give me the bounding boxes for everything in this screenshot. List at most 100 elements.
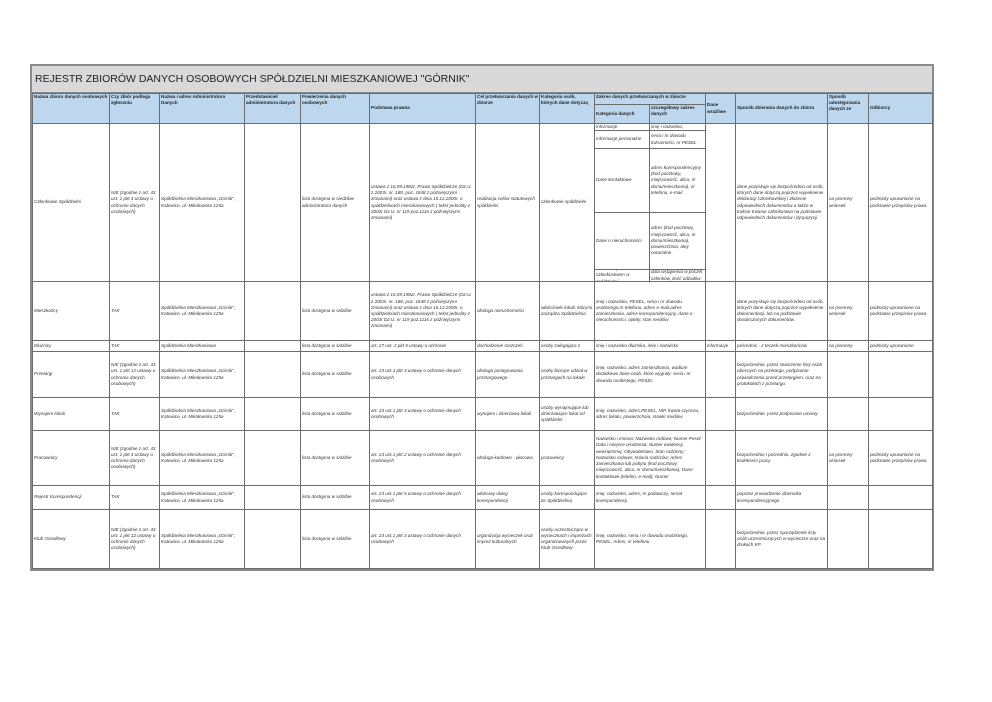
- table-row: Mieszkańcy TAK Spółdzielnia Mieszkaniowa „…: [32, 281, 933, 341]
- cell-administrator: Spółdzielnia Mieszkaniowa „Górnik”, Kato…: [159, 123, 245, 282]
- cell-value: Klub Osiedlowy: [34, 535, 66, 541]
- header-odbiorcy: Odbiorcy: [868, 93, 933, 124]
- cell-value: obsługa postępowania przetargowego: [477, 368, 523, 380]
- cell-value: podmioty uprawnione na podstawie przepis…: [870, 451, 927, 463]
- cell-value: Spółdzielnia Mieszkaniowa „Górnik”, Kato…: [161, 368, 236, 380]
- cell-text: [829, 353, 867, 397]
- cell-text: [246, 353, 299, 397]
- cell-text: Wynajem lokali: [34, 399, 108, 430]
- cell-sposob-zbierania: pośrednio - z teczek mieszkańców: [735, 340, 828, 352]
- cell-text: podmioty uprawnione na podstawie przepis…: [870, 283, 931, 340]
- cell-value: lista dostępna w sidzibie: [302, 454, 352, 460]
- cell-wrazliwe: [705, 485, 736, 510]
- cell-powierzenie: lista dostępna w sidzibie: [300, 351, 370, 398]
- cell-text: NIE (zgodnie z art. 43 ust. 1 pkt 12 ust…: [111, 511, 158, 568]
- cell-text: [829, 511, 867, 568]
- cell-text: Spółdzielnia Mieszkaniowa „Górnik”, Kato…: [161, 399, 243, 430]
- cell-przedstawiciel: [244, 430, 301, 486]
- cell-value: art. 23 ust.1 pkt 3 ustawy o ochronie da…: [371, 368, 461, 380]
- cell-sposob-zbierania: poprzez prowadzenie dziennika koresponde…: [735, 485, 828, 510]
- cell-value: TAK: [111, 410, 120, 416]
- header-szczegolowy-zakres: szczegółowy zakres danych: [649, 104, 706, 124]
- cell-odbiorcy: [868, 485, 933, 510]
- cell-text: osoby wynajmujące lub dzierżawiące lokal…: [541, 399, 593, 430]
- cell-text: [829, 487, 867, 509]
- cell-value: właściwy obieg korespondencji: [477, 491, 508, 503]
- cell-text: [246, 125, 299, 281]
- cell-value: osoby korespondujące ze Spółdzielnią: [541, 491, 587, 503]
- cell-value: informacje: [707, 342, 729, 348]
- cell-kategoria-danych: Informacje personalne: [594, 130, 650, 149]
- cell-text: Dłużnicy: [34, 342, 108, 351]
- cell-przedstawiciel: [244, 123, 301, 282]
- cell-przedstawiciel: [244, 485, 301, 510]
- cell-value: wynajem i dzierżawa lokali: [477, 410, 532, 416]
- cell-text: wynajem i dzierżawa lokali: [477, 399, 538, 430]
- cell-zgloszenie: TAK: [109, 281, 160, 341]
- cell-text: imię i nazwisko, PESEL, seria i nr dowod…: [596, 283, 704, 340]
- cell-kategoria-osob: osoby biorące udział w przetargach na lo…: [539, 351, 595, 398]
- cell-value: na pisemny wniosek: [829, 304, 853, 316]
- header-kategoria-danych: Kategoria danych: [594, 104, 650, 124]
- cell-kategoria-danych: Dane kontaktowe: [594, 148, 650, 213]
- cell-przedstawiciel: [244, 509, 301, 569]
- cell-text: Spółdzielnia Mieszkaniowa: [161, 342, 243, 351]
- cell-value: poprzez prowadzenie dziennika koresponde…: [737, 491, 802, 503]
- cell-text: obsługa postępowania przetargowego: [477, 353, 538, 397]
- table-body: Członkowie Spółdzielni NIE (zgodnie z art…: [32, 123, 933, 569]
- cell-text: podmioty uprawnione na podstawie przepis…: [870, 125, 931, 281]
- cell-text: na pisemny wniosek: [829, 125, 867, 281]
- cell-text: bezpośrednie, przez sporządzenie listy o…: [737, 511, 826, 568]
- cell-value: Informacje personalne: [596, 136, 642, 142]
- page-title: REJESTR ZBIORÓW DANYCH OSOBOWYCH SPÓŁDZI…: [32, 66, 932, 93]
- cell-value: osoby wynajmujące lub dzierżawiące lokal…: [541, 404, 589, 423]
- cell-wrazliwe: [705, 123, 736, 282]
- cell-sposob-zbierania: dane pozyskuje się bezpośrednio od osób,…: [735, 281, 828, 341]
- register-sheet: REJESTR ZBIORÓW DANYCH OSOBOWYCH SPÓŁDZI…: [30, 64, 934, 571]
- cell-administrator: Spółdzielnia Mieszkaniowa „Górnik”, Kato…: [159, 430, 245, 486]
- cell-text: imię, nazwisko, adres,PESEL, NIP, kwota …: [596, 399, 704, 430]
- table-subrow: Dane o nieruchomości adres (kod pocztowy,…: [33, 212, 933, 270]
- cell-text: Dane kontaktowe: [596, 150, 648, 212]
- cell-kategoria-osob: właściciele lokali, którymi zarządza Spó…: [539, 281, 595, 341]
- cell-value: Mieszkańcy: [34, 307, 58, 313]
- cell-wrazliwe: [705, 509, 736, 569]
- header-udostepnianie: Sposób udostępniania danych ze: [827, 93, 869, 124]
- cell-value: obsługa kadrowo - płacowa: [477, 454, 533, 460]
- cell-odbiorcy: [868, 509, 933, 569]
- cell-value: Spółdzielnia Mieszkaniowa „Górnik”, Kato…: [161, 491, 236, 503]
- cell-value: Pracownicy: [34, 454, 58, 460]
- cell-text: Spółdzielnia Mieszkaniowa „Górnik”, Kato…: [161, 432, 243, 485]
- cell-value: obsługa nieruchomości: [477, 307, 524, 313]
- cell-value: art. 23 ust.1 pkt 2 ustawy o ochronie da…: [371, 451, 461, 463]
- cell-nazwa: Przetargi: [32, 351, 110, 398]
- cell-podstawa: art. 23 ust.1 pkt 3 ustawy o ochronie da…: [369, 509, 476, 569]
- cell-value: lista dostępna w sidzibie: [302, 342, 352, 348]
- cell-text: Spółdzielnia Mieszkaniowa „Górnik”, Kato…: [161, 353, 243, 397]
- cell-text: NIE (zgodnie z art. 43 ust. 1 pkt 4 usta…: [111, 125, 158, 281]
- cell-zgloszenie: NIE (zgodnie z art. 43 ust. 1 pkt 4 usta…: [109, 430, 160, 486]
- cell-text: [707, 432, 734, 485]
- cell-text: NIE (zgodnie z art. 43 ust. 1 pkt 4 usta…: [111, 432, 158, 485]
- header-wrazliwe: Dane wrażliwe: [705, 93, 736, 124]
- cell-text: [707, 511, 734, 568]
- cell-text: na pisemny wniosek: [829, 432, 867, 485]
- cell-value: bezpośrednio i pośrednio, zgodnie z kode…: [737, 451, 811, 463]
- cell-text: Mieszkańcy: [34, 283, 108, 340]
- cell-text: dane pozyskuje się bezpośrednio od osób,…: [737, 125, 826, 281]
- cell-udostepnianie: [827, 485, 869, 510]
- cell-value: na pisemny wniosek: [829, 196, 853, 208]
- cell-text: Nazwisko i imiona; Nazwisko rodowe; Nume…: [596, 432, 704, 485]
- cell-text: obsługa kadrowo - płacowa: [477, 432, 538, 485]
- cell-value: Dane kontaktowe: [596, 177, 632, 183]
- cell-nazwa: Wynajem lokali: [32, 397, 110, 431]
- cell-value: adres (kod pocztowy, miejscowość, ulica,…: [651, 225, 696, 256]
- cell-powierzenie: lista dostępna w siedzibie administrator…: [300, 123, 370, 282]
- table-subrow: Dane związane z członkostwem w spółdziel…: [33, 269, 933, 282]
- cell-odbiorcy: podmioty uprawnione: [868, 340, 933, 352]
- cell-text: właściciele lokali, którymi zarządza Spó…: [541, 283, 593, 340]
- cell-text: seria i nr dowodu tożsamości, nr PESEL: [651, 132, 704, 148]
- cell-value: właściciele lokali, którymi zarządza Spó…: [541, 304, 593, 316]
- cell-zakres: imię i nazwisko, PESEL, seria i nr dowod…: [594, 281, 706, 341]
- cell-text: [246, 283, 299, 340]
